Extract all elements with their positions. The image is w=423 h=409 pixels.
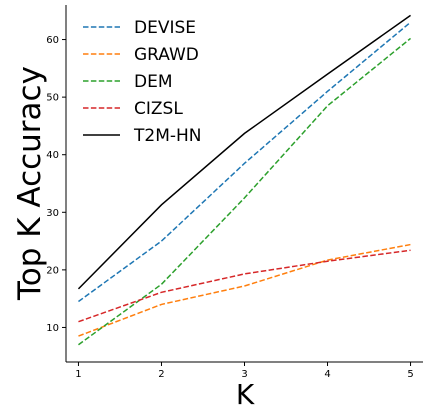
x-axis-label: K: [236, 378, 255, 409]
x-tick-label: 2: [158, 369, 164, 380]
ticks-layer: 1 2 3 4 5 10 20 30 40 50 60: [46, 35, 413, 380]
legend-label-t2m-hn: T2M-HN: [133, 126, 202, 146]
series-line-dem: [78, 37, 412, 346]
y-tick-label: 30: [46, 208, 59, 219]
axes-layer: [65, 5, 423, 363]
y-tick-label: 40: [46, 150, 59, 161]
y-axis-label: Top K Accuracy: [12, 66, 48, 301]
y-tick-label: 20: [46, 265, 59, 276]
legend-label-dem: DEM: [134, 72, 173, 92]
x-tick-label: 3: [241, 369, 247, 380]
series-line-devise: [78, 21, 412, 303]
x-tick-label: 5: [407, 369, 413, 380]
y-tick-label: 60: [46, 35, 59, 46]
legend-label-devise: DEVISE: [134, 18, 196, 38]
legend-label-cizsl: CIZSL: [134, 99, 183, 119]
y-tick-label: 10: [46, 323, 59, 334]
x-tick-label: 4: [324, 369, 330, 380]
legend: DEVISE GRAWD DEM CIZSL T2M-HN: [83, 18, 202, 146]
legend-label-grawd: GRAWD: [134, 45, 199, 65]
series-layer: [77, 14, 412, 346]
y-tick-label: 50: [46, 93, 59, 104]
series-line-grawd: [78, 243, 411, 337]
x-tick-label: 1: [75, 369, 81, 380]
series-line-t2m-hn: [77, 14, 411, 290]
series-line-cizsl: [78, 249, 411, 323]
